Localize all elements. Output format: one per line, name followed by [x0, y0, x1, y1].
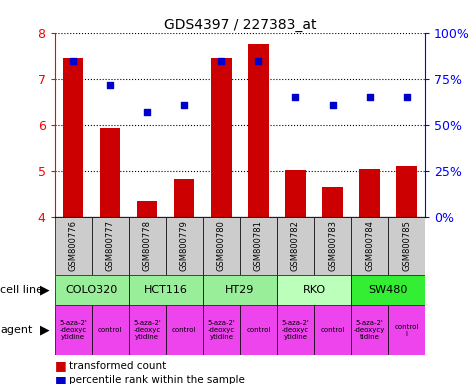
Text: ■: ■ — [55, 359, 66, 372]
Text: transformed count: transformed count — [69, 361, 166, 371]
Bar — [351, 275, 425, 305]
Text: ■: ■ — [55, 374, 66, 384]
Point — [106, 82, 114, 88]
Bar — [63, 58, 83, 217]
Bar — [277, 217, 314, 275]
Bar — [277, 275, 351, 305]
Text: GSM800779: GSM800779 — [180, 220, 189, 271]
Text: HCT116: HCT116 — [144, 285, 188, 295]
Text: SW480: SW480 — [369, 285, 408, 295]
Text: GSM800785: GSM800785 — [402, 220, 411, 271]
Bar — [211, 58, 231, 217]
Bar — [323, 187, 342, 217]
Text: GSM800776: GSM800776 — [69, 220, 77, 271]
Bar — [360, 169, 380, 217]
Point — [180, 103, 188, 109]
Point — [69, 58, 77, 64]
Bar — [203, 305, 240, 355]
Point — [292, 94, 299, 100]
Bar — [397, 166, 417, 217]
Bar — [92, 217, 129, 275]
Bar — [248, 44, 268, 217]
Text: control: control — [320, 327, 345, 333]
Text: ▶: ▶ — [40, 324, 49, 337]
Bar — [129, 305, 166, 355]
Bar — [388, 217, 425, 275]
Point — [255, 58, 262, 64]
Bar — [174, 179, 194, 217]
Text: GSM800780: GSM800780 — [217, 220, 226, 271]
Bar — [240, 305, 277, 355]
Bar — [351, 305, 388, 355]
Text: control
l: control l — [394, 324, 419, 337]
Bar — [92, 305, 129, 355]
Text: 5-aza-2'
-deoxyc
ytidine: 5-aza-2' -deoxyc ytidine — [133, 320, 161, 340]
Point — [366, 94, 373, 100]
Text: cell line: cell line — [0, 285, 44, 295]
Bar — [351, 217, 388, 275]
Bar — [277, 305, 314, 355]
Text: ▶: ▶ — [40, 283, 49, 296]
Text: 5-aza-2'
-deoxycy
tidine: 5-aza-2' -deoxycy tidine — [354, 320, 385, 340]
Bar — [55, 217, 92, 275]
Point — [218, 58, 225, 64]
Text: percentile rank within the sample: percentile rank within the sample — [69, 375, 245, 384]
Point — [143, 109, 151, 115]
Title: GDS4397 / 227383_at: GDS4397 / 227383_at — [163, 18, 316, 31]
Bar — [240, 217, 277, 275]
Text: 5-aza-2'
-deoxyc
ytidine: 5-aza-2' -deoxyc ytidine — [59, 320, 87, 340]
Text: control: control — [172, 327, 197, 333]
Bar — [55, 275, 129, 305]
Point — [329, 103, 336, 109]
Text: HT29: HT29 — [225, 285, 255, 295]
Text: control: control — [246, 327, 271, 333]
Point — [403, 94, 410, 100]
Bar — [55, 305, 92, 355]
Bar — [314, 217, 351, 275]
Bar — [129, 217, 166, 275]
Bar — [203, 217, 240, 275]
Bar — [129, 275, 203, 305]
Text: COLO320: COLO320 — [66, 285, 118, 295]
Bar — [137, 201, 157, 217]
Bar — [166, 217, 203, 275]
Text: GSM800782: GSM800782 — [291, 220, 300, 271]
Text: agent: agent — [0, 325, 33, 335]
Text: GSM800783: GSM800783 — [328, 220, 337, 271]
Bar — [314, 305, 351, 355]
Text: GSM800777: GSM800777 — [106, 220, 114, 271]
Bar — [166, 305, 203, 355]
Bar — [203, 275, 277, 305]
Text: GSM800784: GSM800784 — [365, 220, 374, 271]
Bar — [285, 170, 305, 217]
Text: GSM800778: GSM800778 — [143, 220, 152, 271]
Bar — [388, 305, 425, 355]
Text: 5-aza-2'
-deoxyc
ytidine: 5-aza-2' -deoxyc ytidine — [282, 320, 309, 340]
Text: GSM800781: GSM800781 — [254, 220, 263, 271]
Bar — [100, 128, 120, 217]
Text: RKO: RKO — [303, 285, 325, 295]
Text: 5-aza-2'
-deoxyc
ytidine: 5-aza-2' -deoxyc ytidine — [208, 320, 235, 340]
Text: control: control — [98, 327, 123, 333]
